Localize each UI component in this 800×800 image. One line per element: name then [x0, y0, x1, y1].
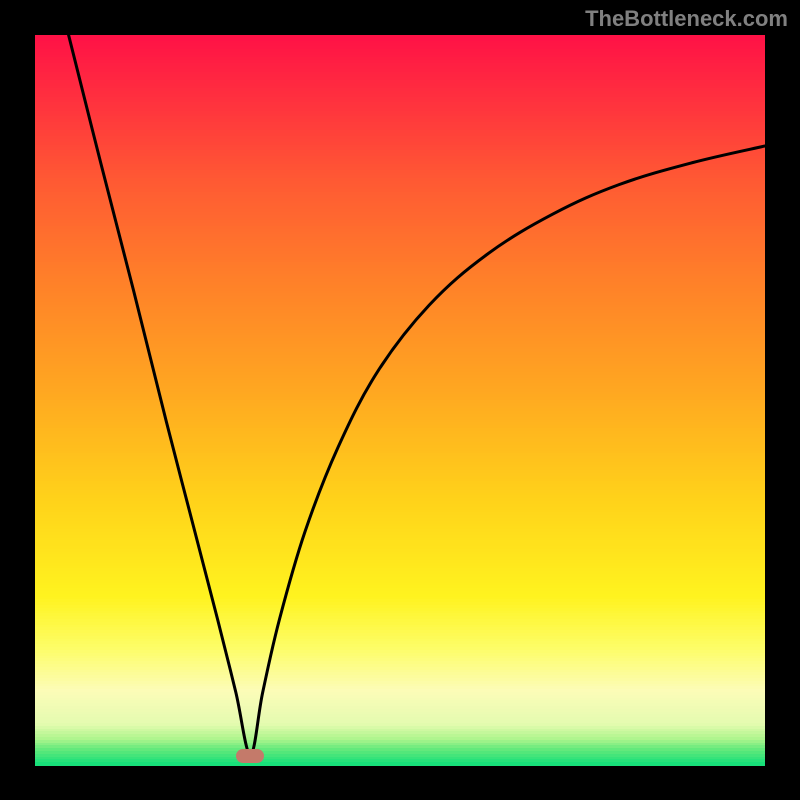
bottleneck-chart: TheBottleneck.com [0, 0, 800, 800]
watermark-text: TheBottleneck.com [585, 6, 788, 32]
plot-area [35, 35, 765, 765]
minimum-marker [236, 749, 264, 763]
gradient-background [35, 35, 765, 765]
gradient-strip [35, 762, 765, 766]
